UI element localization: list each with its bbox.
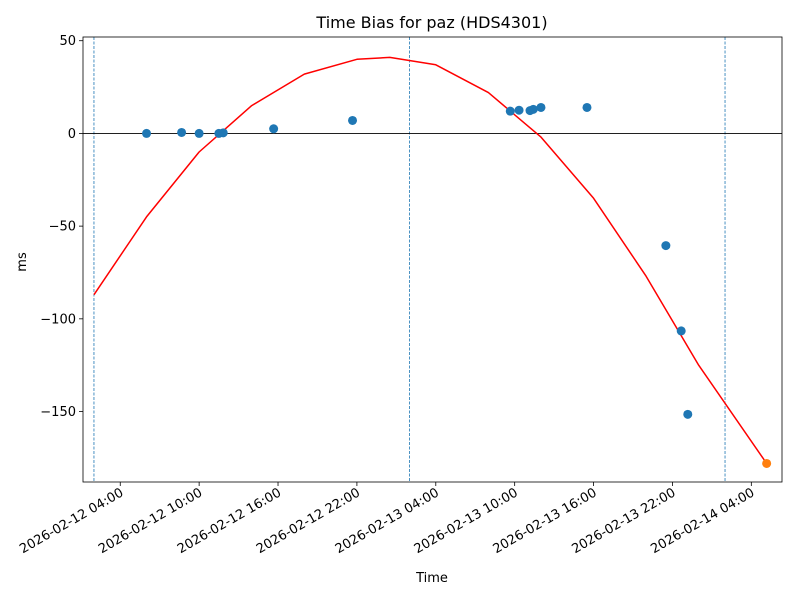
data-point-0 [142,128,152,138]
data-point-12 [582,102,592,112]
data-point-6 [348,115,358,125]
y-tick-label-3: −100 [40,312,76,327]
data-point-7 [505,106,515,116]
x-axis-label: Time [415,571,448,586]
data-point-5 [269,124,279,134]
data-point-4 [218,128,228,138]
data-point-14 [676,326,686,336]
data-point-11 [536,102,546,112]
data-point-10 [528,104,538,114]
y-tick-label-2: −50 [49,220,76,235]
highlight-point-0 [762,458,772,468]
y-axis-label: ms [15,252,30,272]
data-point-8 [514,105,524,115]
data-point-2 [194,128,204,138]
chart-title: Time Bias for paz (HDS4301) [315,13,547,32]
plot-frame [82,36,783,483]
y-tick-label-0: 50 [59,34,76,49]
y-tick-label-4: −150 [40,405,76,420]
fit-curve [93,56,768,464]
data-point-13 [661,241,671,251]
data-point-15 [683,409,693,419]
y-tick-label-1: 0 [68,127,76,142]
data-point-1 [177,127,187,137]
